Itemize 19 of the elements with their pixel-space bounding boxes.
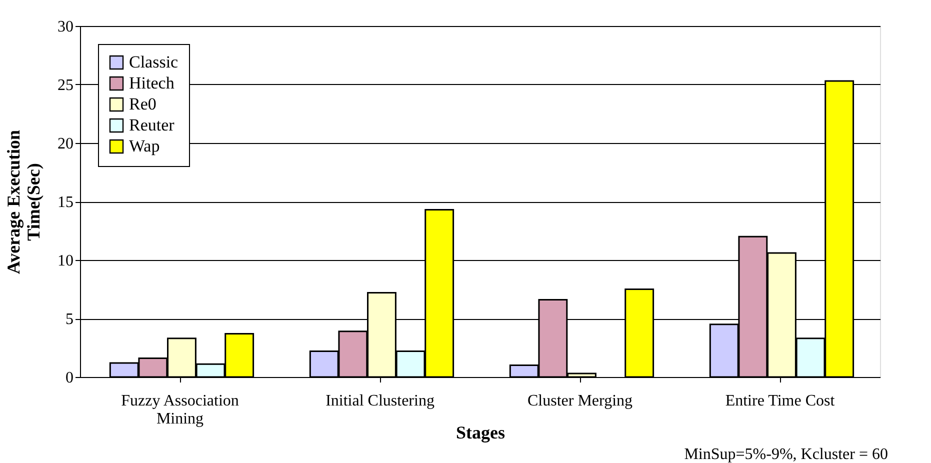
x-tick-label: Fuzzy Association Mining [121, 392, 239, 428]
legend-label: Reuter [129, 116, 175, 134]
y-tick-label: 15 [58, 194, 74, 211]
y-tick-label: 10 [58, 252, 74, 270]
y-tick-label: 25 [58, 77, 74, 94]
y-tick-label: 20 [58, 136, 74, 152]
x-axis-title: Stages [456, 422, 505, 442]
legend-label: Re0 [129, 94, 156, 114]
x-tick-label: Initial Clustering [326, 392, 434, 410]
text: MinSup=5%-9%, Kcluster = 60 [684, 446, 888, 463]
legend-label: Hitech [129, 74, 175, 92]
y-axis-title: Average Execution Time(Sec) [4, 130, 44, 274]
y-tick-label: 30 [58, 18, 74, 36]
legend-label: Wap [129, 136, 160, 156]
x-tick-label: Cluster Merging [527, 392, 633, 410]
x-tick-label: Entire Time Cost [725, 392, 836, 410]
y-tick-label: 0 [66, 370, 74, 386]
legend-label: Classic [129, 52, 179, 72]
y-tick-label: 5 [66, 311, 74, 328]
